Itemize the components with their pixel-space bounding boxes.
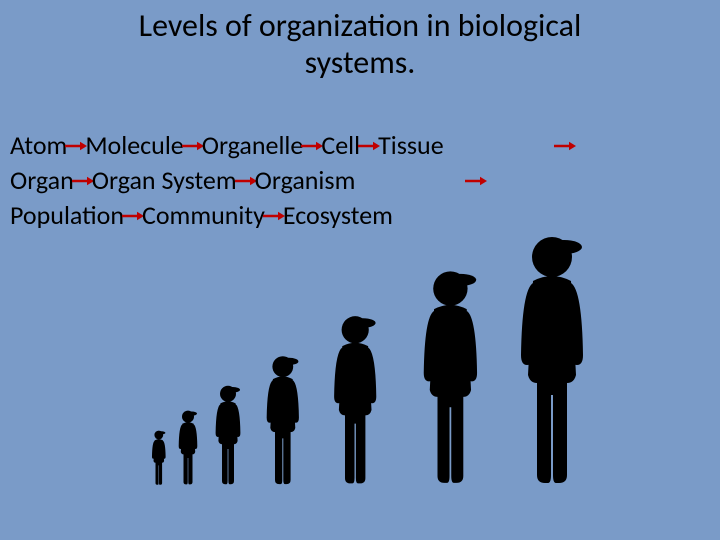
content-line: Organ Organ System Organism: [10, 163, 574, 198]
population-figures: [150, 220, 590, 490]
person-silhouette: [212, 381, 244, 490]
arrow-icon: [358, 139, 380, 153]
term: Tissue: [378, 128, 444, 163]
term: Organelle: [202, 128, 304, 163]
term: Molecule: [85, 128, 183, 163]
arrow-icon: [554, 139, 576, 153]
term: Population: [10, 198, 124, 233]
arrow-icon: [122, 209, 144, 223]
term: Organism: [255, 163, 356, 198]
arrow-icon: [72, 174, 94, 188]
person-silhouette: [176, 407, 200, 490]
term: Organ System: [92, 163, 237, 198]
title-line-2: systems.: [0, 45, 720, 82]
person-silhouette: [512, 225, 592, 490]
term: Organ: [10, 163, 74, 198]
content-line: Atom Molecule Organelle Cell Tissue: [10, 128, 574, 163]
term: Atom: [10, 128, 67, 163]
person-silhouette: [150, 428, 168, 490]
arrow-icon: [182, 139, 204, 153]
arrow-icon: [301, 139, 323, 153]
arrow-icon: [465, 174, 487, 188]
slide-title: Levels of organization in biological sys…: [0, 0, 720, 82]
content-text: AtomMoleculeOrganelleCellTissueOrganOrga…: [10, 128, 574, 233]
arrow-icon: [65, 139, 87, 153]
person-silhouette: [416, 261, 485, 490]
term: Cell: [321, 128, 360, 163]
title-line-1: Levels of organization in biological: [0, 8, 720, 45]
arrow-icon: [235, 174, 257, 188]
person-silhouette: [328, 308, 382, 490]
person-silhouette: [262, 350, 304, 490]
